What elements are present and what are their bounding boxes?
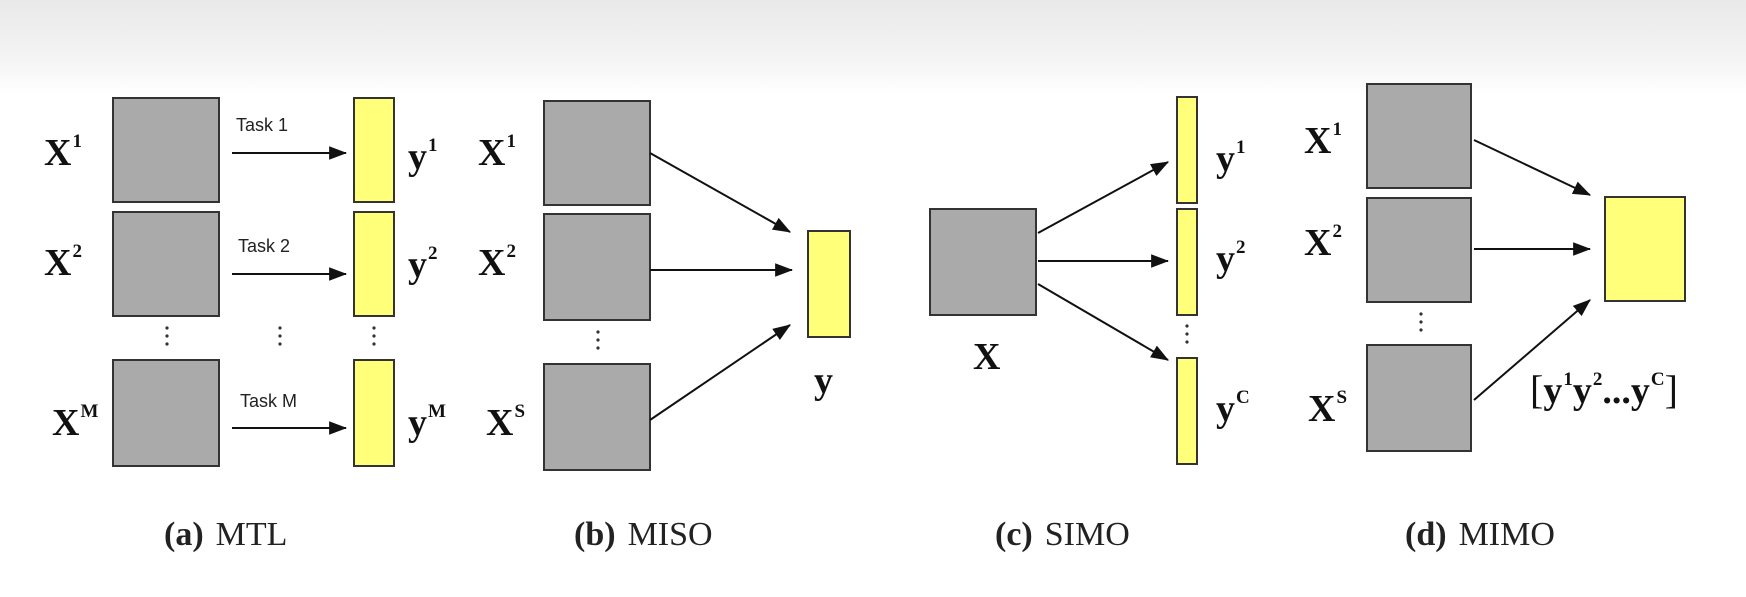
caption-b: (b) MISO	[574, 516, 713, 553]
input-block-xm	[112, 359, 220, 467]
input-block-x	[929, 208, 1037, 316]
input-label-xs: XS	[1308, 387, 1348, 430]
output-block-y2	[353, 211, 395, 317]
output-label-ym: yM	[408, 401, 446, 444]
input-label-x1: X1	[44, 131, 82, 174]
input-label-x: X	[973, 336, 1001, 378]
panel-d-diagram	[1366, 83, 1686, 452]
input-label-x2: X2	[44, 241, 82, 284]
output-block-y2	[1176, 208, 1198, 316]
input-label-x2: X2	[1304, 221, 1342, 264]
input-block-x1	[1366, 83, 1472, 189]
panel-b-diagram	[543, 100, 851, 471]
output-label-y2: y2	[408, 243, 438, 286]
panel-c-diagram	[929, 96, 1198, 465]
output-label-y: y	[814, 360, 833, 402]
output-label-y1: y1	[1216, 137, 1246, 180]
input-block-xs	[1366, 344, 1472, 452]
input-label-x2: X2	[478, 241, 516, 284]
task-label-2: Task 2	[238, 236, 291, 256]
arrow-x-to-yc	[1037, 283, 1169, 361]
input-block-x2	[1366, 197, 1472, 303]
output-block-yc	[1176, 357, 1198, 465]
input-label-x1: X1	[478, 131, 516, 174]
task-label-1: Task 1	[236, 115, 289, 135]
caption-d: (d) MIMO	[1405, 516, 1555, 553]
input-block-x2	[112, 211, 220, 317]
input-label-xm: XM	[52, 401, 99, 444]
vertical-ellipsis	[1419, 312, 1423, 332]
vertical-ellipsis	[1185, 324, 1189, 344]
output-block-ym	[353, 359, 395, 467]
output-label-y2: y2	[1216, 237, 1246, 280]
output-block-y1	[353, 97, 395, 203]
vertical-ellipsis	[165, 326, 376, 346]
input-label-xs: XS	[486, 401, 526, 444]
output-block-y1	[1176, 96, 1198, 204]
task-label-m: Task M	[240, 391, 298, 411]
panel-a-diagram	[112, 97, 395, 467]
arrow-xs-to-y	[1473, 299, 1591, 401]
input-label-x1: X1	[1304, 119, 1342, 162]
caption-c: (c) SIMO	[995, 516, 1130, 553]
input-block-x2	[543, 213, 651, 321]
caption-a: (a) MTL	[164, 516, 288, 553]
output-vector-label: [y1y2...yC]	[1530, 367, 1678, 412]
output-block-y	[807, 230, 851, 338]
arrow-x-to-y1	[1037, 161, 1169, 234]
arrow-xs-to-y	[649, 324, 791, 421]
input-block-x1	[112, 97, 220, 203]
output-block-y	[1604, 196, 1686, 302]
arrow-x1-to-y	[1473, 139, 1592, 196]
input-block-xs	[543, 363, 651, 471]
arrow-x1-to-y	[649, 152, 791, 233]
output-label-yc: yC	[1216, 387, 1250, 430]
output-label-y1: y1	[408, 135, 438, 178]
input-block-x1	[543, 100, 651, 206]
vertical-ellipsis	[596, 330, 600, 350]
